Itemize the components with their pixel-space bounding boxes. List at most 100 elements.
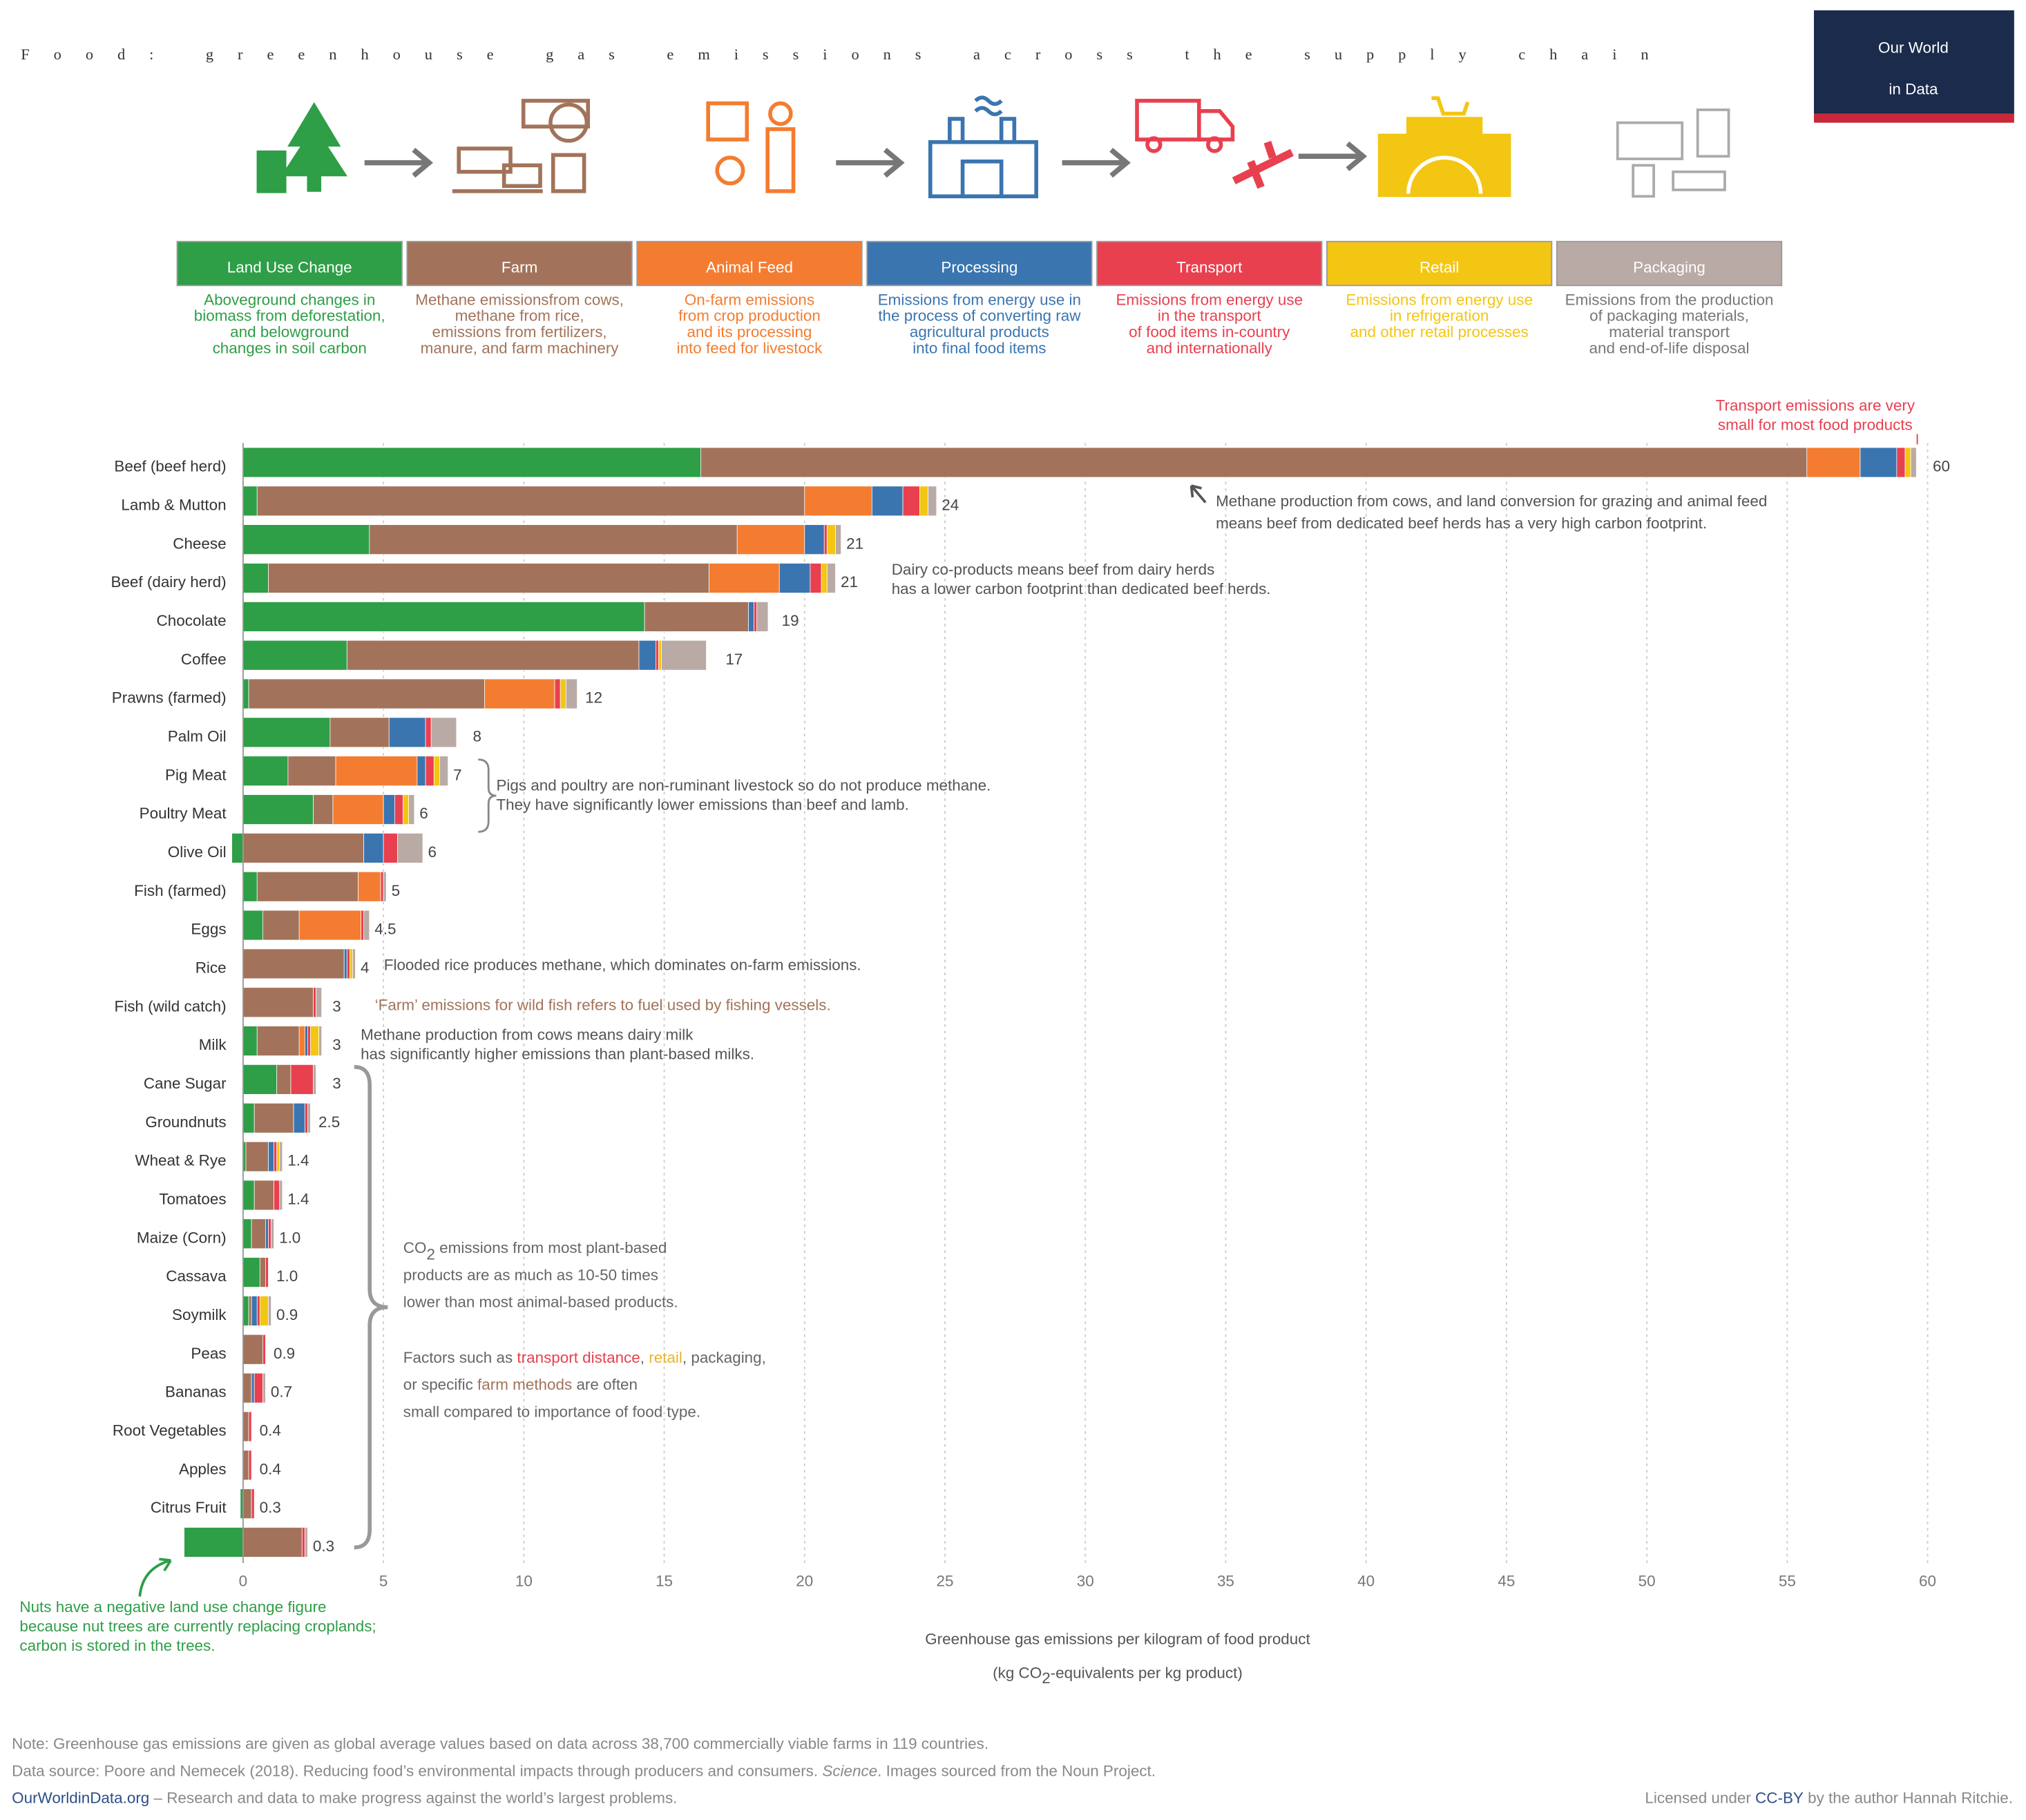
bar-segment bbox=[369, 524, 738, 555]
icon-crate bbox=[1616, 121, 1684, 160]
bar-segment bbox=[242, 1064, 278, 1095]
icon-retail bbox=[1377, 96, 1511, 198]
bar-segment bbox=[658, 640, 662, 671]
legend-label: Animal Feed bbox=[706, 259, 793, 276]
bar-segment bbox=[560, 678, 566, 709]
bar-segment bbox=[826, 524, 836, 555]
annotation-part: are often bbox=[572, 1376, 638, 1393]
bar-segment bbox=[242, 1218, 252, 1249]
bar-segment bbox=[242, 871, 258, 902]
bar-segment bbox=[425, 756, 434, 787]
annotation: Methane production from cows means dairy… bbox=[361, 1026, 694, 1043]
footer-link[interactable]: OurWorldinData.org bbox=[12, 1790, 149, 1807]
bar-segment bbox=[313, 987, 316, 1018]
icon-stump bbox=[256, 150, 287, 193]
total-label: 3 bbox=[332, 997, 341, 1015]
stage-description: and other retail processes bbox=[1350, 323, 1529, 341]
bar-segment bbox=[262, 1372, 266, 1404]
y-tick-label: Cane Sugar bbox=[144, 1075, 227, 1092]
bar-segment bbox=[756, 601, 769, 632]
annotation-part: Factors such as bbox=[403, 1349, 517, 1366]
stage-description: and internationally bbox=[1147, 339, 1273, 356]
bar-segment bbox=[242, 717, 331, 748]
footer-link[interactable]: CC-BY bbox=[1755, 1790, 1804, 1807]
stage-description: into feed for livestock bbox=[677, 339, 823, 356]
annotation: has significantly higher emissions than … bbox=[361, 1045, 754, 1062]
bar-segment bbox=[304, 1527, 308, 1558]
bar-segment bbox=[380, 871, 384, 902]
bar-segment bbox=[363, 832, 384, 863]
icon-trunk bbox=[307, 172, 322, 192]
logo-text: Our World bbox=[1878, 39, 1949, 57]
bar-segment bbox=[736, 524, 805, 555]
y-tick-label: Palm Oil bbox=[168, 727, 227, 745]
bar-segment bbox=[293, 1102, 305, 1133]
stage-description: Aboveground changes in bbox=[204, 291, 375, 308]
total-label: 60 bbox=[1933, 458, 1950, 475]
icon-wheel bbox=[1206, 136, 1223, 153]
stage-description: Emissions from energy use bbox=[1116, 291, 1303, 308]
y-tick-label: Olive Oil bbox=[168, 843, 227, 861]
total-label: 6 bbox=[419, 805, 428, 822]
icon-farmer-head bbox=[768, 101, 793, 126]
footer-note: Note: Greenhouse gas emissions are given… bbox=[12, 1735, 988, 1752]
annotation: because nut trees are currently replacin… bbox=[19, 1618, 376, 1635]
stage-description: and end-of-life disposal bbox=[1589, 339, 1750, 356]
bar-segment bbox=[307, 1026, 311, 1056]
icons bbox=[256, 95, 1730, 199]
bar-segment bbox=[242, 1296, 249, 1326]
bar-segment bbox=[242, 601, 645, 632]
x-axis-units: (kg CO2-equivalents per kg product) bbox=[993, 1664, 1243, 1686]
legend-swatch bbox=[1556, 240, 1783, 287]
bar-segment bbox=[408, 794, 415, 825]
logo[interactable]: Our World in Data bbox=[1813, 10, 2014, 123]
bar-segment bbox=[363, 910, 370, 941]
icon-pig bbox=[501, 163, 542, 189]
bar-segment bbox=[287, 756, 336, 787]
icon-tractor bbox=[521, 99, 591, 129]
annotation: Dairy co-products means beef from dairy … bbox=[892, 561, 1215, 578]
bar-segment bbox=[242, 1527, 303, 1558]
y-tick-label: Chocolate bbox=[157, 612, 227, 629]
bar-segment bbox=[254, 1180, 274, 1211]
y-tick-label: Rice bbox=[195, 959, 227, 976]
stage-description: material transport bbox=[1609, 323, 1730, 341]
stage-description: On-farm emissions bbox=[685, 291, 814, 308]
y-tick-label: Milk bbox=[199, 1036, 227, 1053]
legend-swatch bbox=[636, 240, 863, 287]
bar-segment bbox=[276, 1141, 280, 1172]
bar-segment bbox=[251, 1218, 266, 1249]
icon-arch bbox=[1406, 155, 1483, 194]
total-label: 21 bbox=[846, 535, 863, 552]
bar-segment bbox=[1806, 447, 1861, 478]
bar-segment bbox=[316, 987, 323, 1018]
annotation: They have significantly lower emissions … bbox=[496, 796, 908, 814]
stage-description: Methane emissionsfrom cows, bbox=[415, 291, 624, 308]
x-tick-label: 60 bbox=[1919, 1573, 1936, 1590]
total-label: 0.7 bbox=[271, 1383, 292, 1401]
bar-segment bbox=[265, 1257, 269, 1287]
bar-segment bbox=[823, 524, 828, 555]
stage-description: methane from rice, bbox=[455, 307, 584, 325]
arrow bbox=[1298, 141, 1368, 171]
bar-segment bbox=[748, 601, 755, 632]
bar-segment bbox=[332, 794, 384, 825]
y-tick-label: Tomatoes bbox=[159, 1190, 226, 1207]
bar-segment bbox=[871, 486, 904, 517]
total-label: 1.0 bbox=[276, 1267, 298, 1285]
legend-label: Packaging bbox=[1633, 259, 1705, 276]
annotation: Factors such as transport distance, reta… bbox=[403, 1349, 766, 1366]
bar-segment bbox=[245, 1141, 269, 1172]
total-label: 0.3 bbox=[260, 1499, 281, 1516]
bar-segment bbox=[343, 948, 347, 979]
arrow bbox=[836, 148, 905, 178]
x-axis-units-part: 2 bbox=[1042, 1669, 1050, 1687]
bar-segment bbox=[304, 1102, 308, 1133]
logo-text: in Data bbox=[1889, 81, 1938, 98]
total-label: 17 bbox=[725, 651, 743, 668]
bar-segment bbox=[1910, 447, 1917, 478]
legend-label: Land Use Change bbox=[227, 259, 352, 276]
bar-segment bbox=[248, 1296, 252, 1326]
bar-segment bbox=[335, 756, 418, 787]
